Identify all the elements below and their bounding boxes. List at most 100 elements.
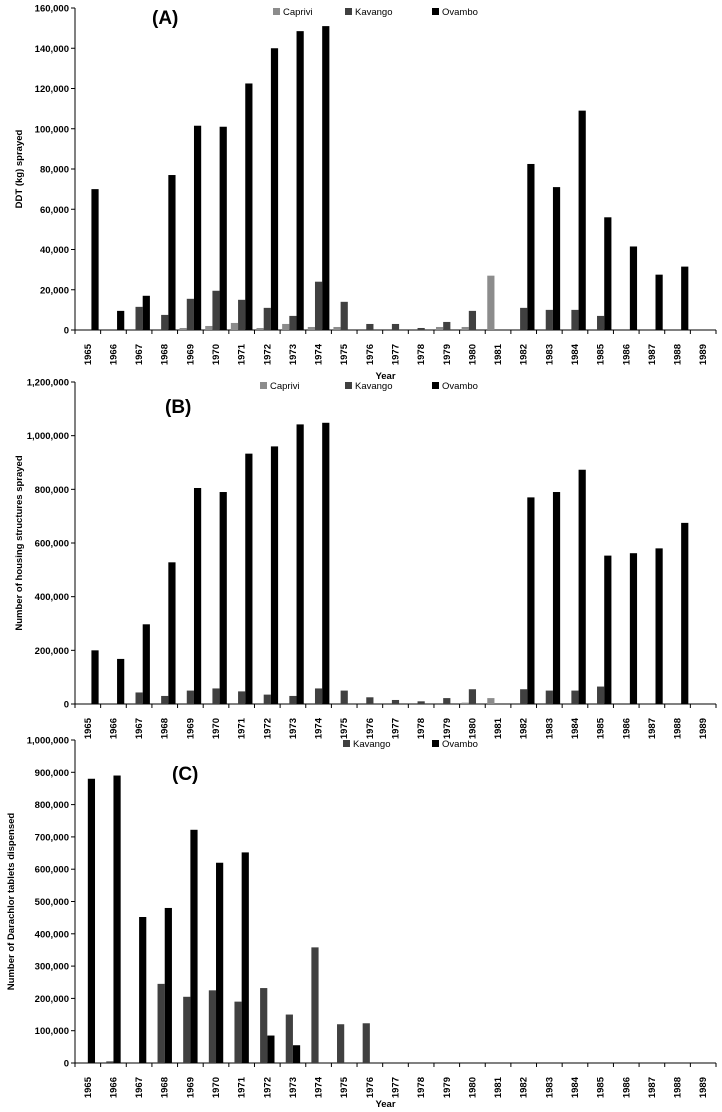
bar-kavango (314, 281, 323, 330)
bar-ovambo (142, 295, 150, 330)
bar-ovambo (292, 1045, 301, 1063)
panel-c-chart: 0 100,000 200,000 300,000 400,000 500,000 600,… (6, 736, 717, 1110)
y-tick-label: 300,000 (35, 962, 69, 973)
bar-ovambo (219, 126, 227, 330)
bar-kavango (263, 307, 271, 330)
legend-label: Kavango (353, 739, 391, 750)
x-tick-label: 1986 (621, 1077, 632, 1098)
panel-label: (A) (152, 8, 178, 29)
bar-kavango (443, 321, 451, 330)
x-tick-label: 1984 (570, 717, 581, 739)
y-tick-label: 20,000 (40, 285, 69, 296)
x-tick-label: 1975 (339, 343, 350, 365)
x-tick-label: 1978 (416, 344, 427, 365)
bar-kavango (208, 990, 217, 1063)
bar-caprivi (435, 326, 444, 330)
bar-ovambo (168, 562, 176, 704)
bar-kavango (161, 314, 169, 330)
x-tick-label: 1981 (493, 717, 504, 739)
bar-kavango (468, 310, 477, 330)
bar-kavango (571, 690, 579, 704)
x-tick-label: 1965 (83, 1076, 94, 1098)
x-tick-label: 1985 (596, 1076, 607, 1098)
bar-ovambo (193, 487, 202, 704)
x-tick-label: 1965 (83, 343, 94, 365)
bar-kavango (212, 290, 220, 330)
x-tick-label: 1979 (442, 718, 453, 739)
bar-ovambo (655, 548, 663, 704)
x-tick-label: 1970 (211, 718, 222, 739)
x-tick-label: 1977 (391, 1077, 402, 1098)
bar-caprivi (307, 326, 315, 330)
x-tick-label: 1973 (288, 344, 299, 365)
y-tick-label: 0 (64, 700, 69, 711)
panel-label: (C) (172, 764, 198, 785)
x-tick-label: 1968 (160, 344, 171, 365)
bar-kavango (186, 690, 194, 704)
y-tick-label: 600,000 (35, 865, 69, 876)
x-tick-label: 1987 (647, 718, 658, 739)
legend-label: Ovambo (442, 739, 478, 750)
bar-kavango (597, 315, 605, 330)
panel-a-chart: 0 20,000 40,000 60,000 80,000 100,000 120,000 1… (14, 4, 717, 382)
y-tick-label: 80,000 (40, 165, 69, 176)
x-tick-label: 1965 (83, 717, 94, 739)
y-axis-title: DDT (kg) sprayed (14, 129, 25, 208)
bar-kavango (289, 315, 297, 330)
x-tick-label: 1969 (185, 344, 196, 365)
bar-kavango (263, 694, 271, 704)
x-tick-label: 1970 (211, 344, 222, 365)
legend-label: Kavango (355, 7, 393, 18)
bar-kavango (391, 699, 400, 704)
x-tick-label: 1980 (467, 718, 478, 739)
x-tick-label: 1983 (544, 344, 555, 365)
bar-ovambo (241, 852, 249, 1063)
legend-swatch (273, 8, 280, 15)
x-tick-label: 1984 (570, 343, 581, 365)
y-tick-label: 700,000 (35, 832, 69, 843)
y-tick-label: 1,200,000 (27, 378, 69, 389)
x-tick-label: 1975 (339, 1076, 350, 1098)
bar-kavango (340, 690, 348, 704)
bar-kavango (183, 996, 191, 1063)
legend-swatch (260, 382, 267, 389)
x-tick-label: 1988 (673, 1077, 684, 1098)
panel-label: (B) (165, 397, 191, 418)
legend-label: Caprivi (283, 7, 313, 18)
x-tick-label: 1980 (467, 344, 478, 365)
bar-ovambo (296, 424, 304, 704)
x-tick-label: 1983 (544, 1077, 555, 1098)
legend-label: Ovambo (442, 7, 478, 18)
bar-kavango (545, 690, 553, 704)
x-tick-label: 1966 (108, 1077, 119, 1098)
bar-caprivi (487, 275, 495, 330)
y-tick-label: 0 (64, 326, 69, 337)
bar-kavango (337, 1024, 345, 1063)
y-tick-label: 600,000 (35, 539, 69, 550)
bar-ovambo (216, 862, 224, 1063)
x-tick-label: 1986 (621, 344, 632, 365)
bar-kavango (468, 689, 477, 704)
x-tick-label: 1974 (314, 343, 325, 365)
bar-kavango (366, 323, 374, 330)
x-tick-label: 1981 (493, 1076, 504, 1098)
x-tick-label: 1977 (391, 344, 402, 365)
x-tick-label: 1969 (185, 1077, 196, 1098)
bar-ovambo (681, 522, 689, 704)
bar-caprivi (461, 702, 469, 704)
bar-ovambo (270, 446, 279, 704)
bar-caprivi (461, 326, 469, 330)
panel-b-chart: 0 200,000 400,000 600,000 800,000 1,000,000 1,… (14, 378, 717, 739)
bar-ovambo (164, 907, 172, 1063)
y-tick-label: 0 (64, 1059, 69, 1070)
legend-swatch (343, 740, 350, 747)
bar-ovambo (552, 187, 561, 330)
y-tick-label: 400,000 (35, 929, 69, 940)
y-tick-label: 40,000 (40, 245, 69, 256)
legend-label: Ovambo (442, 381, 478, 392)
bar-ovambo (552, 492, 561, 704)
bar-ovambo (190, 829, 198, 1063)
y-axis-title: Number of Darachlor tablets dispensed (6, 813, 17, 991)
x-tick-label: 1968 (160, 1077, 171, 1098)
